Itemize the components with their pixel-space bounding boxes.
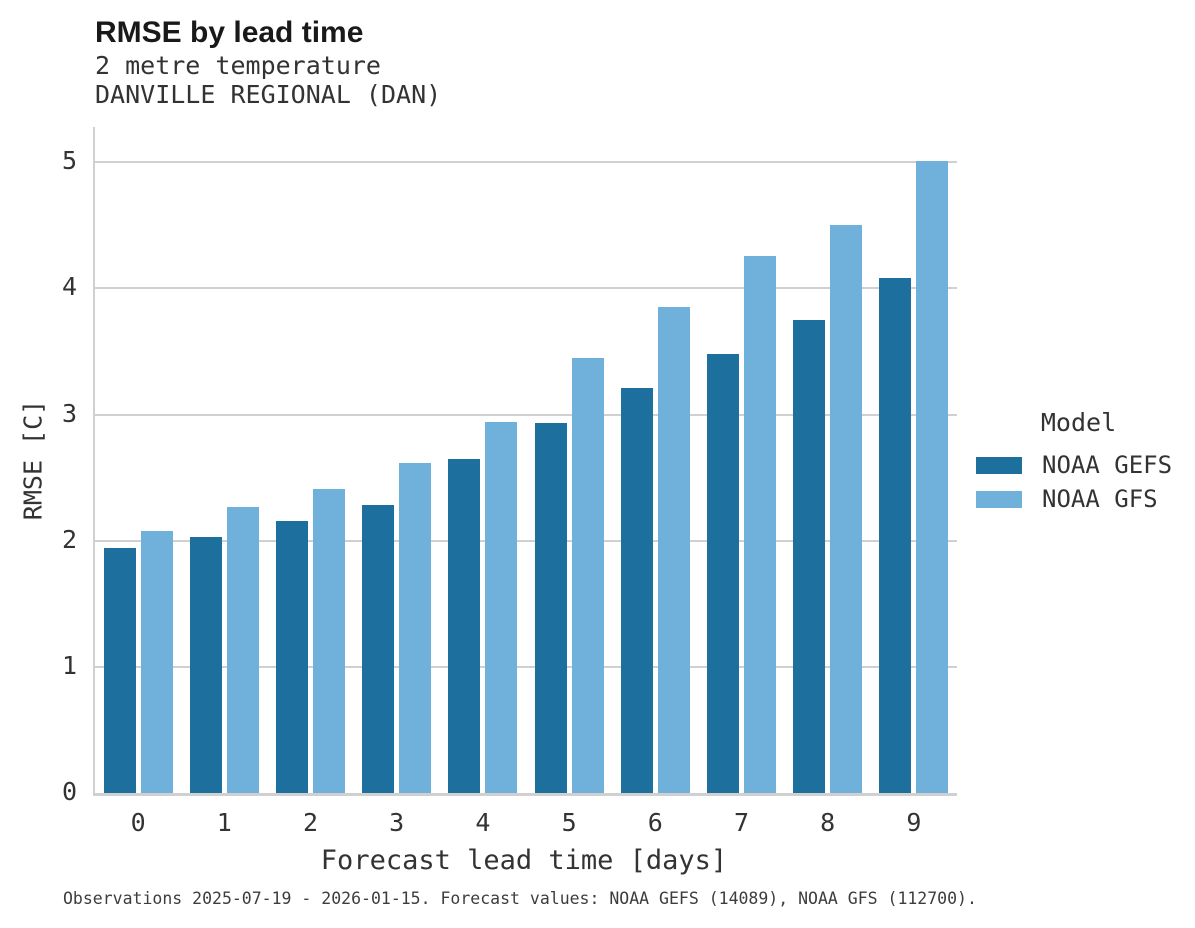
legend-swatch-noaa-gfs — [976, 490, 1022, 508]
legend: Model NOAA GEFS NOAA GFS — [976, 408, 1181, 516]
gridline-y4 — [95, 287, 957, 290]
x-tick-label-5: 5 — [561, 808, 577, 837]
bar-noaa-gefs-day-5 — [534, 423, 567, 793]
bar-noaa-gfs-day-8 — [830, 225, 863, 793]
bar-noaa-gfs-day-1 — [226, 506, 259, 793]
gridline-y3 — [95, 413, 957, 416]
bar-noaa-gefs-day-8 — [793, 320, 826, 793]
bar-noaa-gefs-day-1 — [189, 536, 222, 793]
chart-subtitle-line-1: 2 metre temperature — [95, 51, 381, 80]
bar-noaa-gfs-day-2 — [313, 489, 345, 793]
y-tick-label-4: 4 — [61, 272, 77, 302]
y-tick-label-3: 3 — [61, 398, 77, 428]
bar-noaa-gfs-day-0 — [140, 530, 173, 793]
gridline-y5 — [95, 161, 957, 164]
legend-item-label-noaa-gefs: NOAA GEFS — [1042, 451, 1173, 479]
legend-item-noaa-gefs: NOAA GEFS — [976, 448, 1181, 482]
bar-noaa-gfs-day-3 — [399, 462, 432, 793]
chart-subtitle-line-2: DANVILLE REGIONAL (DAN) — [95, 80, 442, 109]
y-tick-label-1: 1 — [61, 650, 77, 680]
x-tick-label-7: 7 — [733, 808, 750, 837]
bar-noaa-gefs-day-9 — [879, 278, 912, 793]
bar-noaa-gfs-day-5 — [571, 357, 604, 793]
gridline-y1 — [95, 665, 957, 668]
gridline-y2 — [95, 539, 957, 542]
x-tick-label-4: 4 — [475, 808, 491, 837]
bar-noaa-gefs-day-2 — [276, 520, 308, 793]
legend-item-label-noaa-gfs: NOAA GFS — [1042, 485, 1158, 513]
plot-area: 0 1 2 3 4 5 0 1 2 3 4 5 6 7 8 9 — [62, 127, 957, 836]
y-tick-label-2: 2 — [61, 524, 77, 554]
x-tick-label-8: 8 — [820, 808, 836, 837]
y-tick-label-5: 5 — [61, 146, 77, 176]
bar-noaa-gfs-day-4 — [485, 422, 518, 793]
x-axis-label: Forecast lead time [days] — [320, 845, 728, 876]
x-tick-label-0: 0 — [130, 808, 146, 837]
x-tick-label-9: 9 — [906, 808, 922, 837]
chart-title: RMSE by lead time — [95, 16, 364, 49]
legend-items: NOAA GEFS NOAA GFS — [976, 448, 1181, 516]
x-tick-label-2: 2 — [302, 808, 319, 837]
footer-note: Observations 2025-07-19 - 2026-01-15. Fo… — [63, 889, 977, 908]
legend-item-noaa-gfs: NOAA GFS — [976, 482, 1181, 516]
bar-noaa-gfs-day-6 — [657, 307, 690, 793]
y-tick-label-0: 0 — [61, 777, 77, 806]
bar-noaa-gfs-day-9 — [916, 161, 949, 793]
bar-noaa-gefs-day-0 — [103, 548, 136, 793]
x-tick-label-3: 3 — [389, 808, 405, 837]
bar-noaa-gefs-day-3 — [362, 505, 395, 793]
chart-header: RMSE by lead time 2 metre temperature DA… — [95, 14, 441, 109]
bar-noaa-gfs-day-7 — [744, 255, 776, 793]
legend-swatch-noaa-gefs — [976, 456, 1022, 474]
legend-title: Model — [1040, 408, 1117, 437]
x-tick-label-6: 6 — [647, 808, 663, 837]
bar-noaa-gefs-day-6 — [620, 388, 653, 793]
x-tick-label-1: 1 — [216, 808, 232, 837]
bar-noaa-gefs-day-7 — [707, 354, 739, 793]
bar-noaa-gefs-day-4 — [448, 458, 481, 793]
